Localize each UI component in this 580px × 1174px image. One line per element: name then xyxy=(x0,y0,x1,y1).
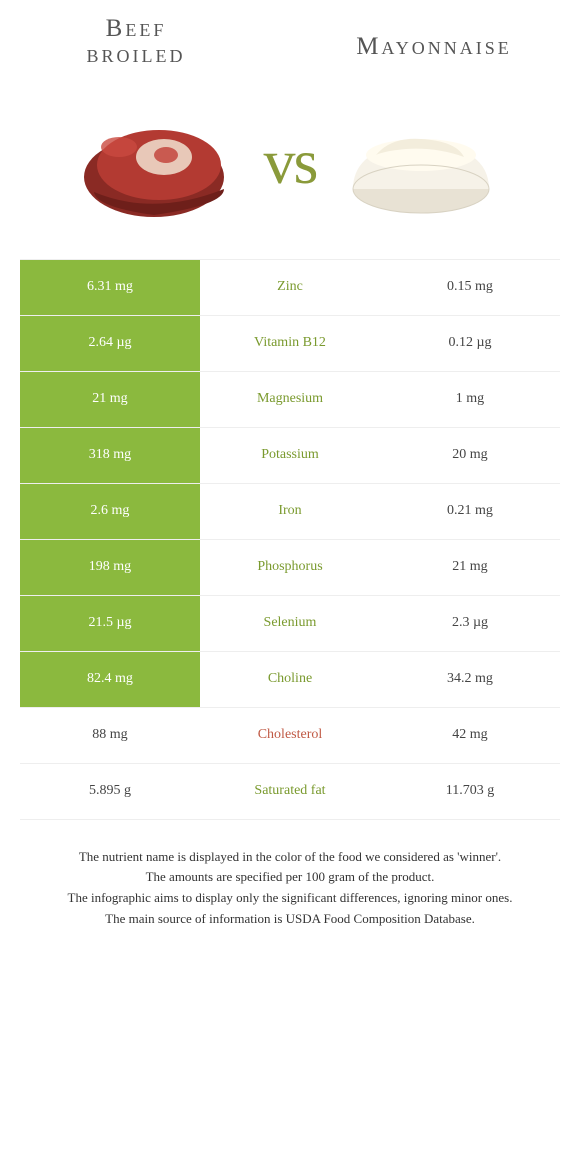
table-row: 198 mgPhosphorus21 mg xyxy=(20,540,560,596)
value-left: 5.895 g xyxy=(20,764,200,819)
value-left: 6.31 mg xyxy=(20,260,200,315)
table-row: 21 mgMagnesium1 mg xyxy=(20,372,560,428)
value-left: 21 mg xyxy=(20,372,200,427)
value-left: 2.6 mg xyxy=(20,484,200,539)
value-left: 82.4 mg xyxy=(20,652,200,707)
title-left-line1: Beef xyxy=(36,16,236,42)
value-right: 11.703 g xyxy=(380,764,560,819)
footnote-line: The amounts are specified per 100 gram o… xyxy=(28,868,552,887)
nutrient-label: Zinc xyxy=(200,260,380,315)
title-right: Mayonnaise xyxy=(324,34,544,60)
nutrient-label: Selenium xyxy=(200,596,380,651)
value-right: 34.2 mg xyxy=(380,652,560,707)
value-left: 21.5 µg xyxy=(20,596,200,651)
beef-image xyxy=(74,97,244,227)
table-row: 21.5 µgSelenium2.3 µg xyxy=(20,596,560,652)
table-row: 88 mgCholesterol42 mg xyxy=(20,708,560,764)
value-left: 88 mg xyxy=(20,708,200,763)
footnote-line: The main source of information is USDA F… xyxy=(28,910,552,929)
vs-label: vs xyxy=(256,125,325,199)
table-row: 2.6 mgIron0.21 mg xyxy=(20,484,560,540)
header: Beef broiled Mayonnaise xyxy=(0,0,580,77)
nutrient-label: Phosphorus xyxy=(200,540,380,595)
table-row: 6.31 mgZinc0.15 mg xyxy=(20,260,560,316)
value-right: 0.12 µg xyxy=(380,316,560,371)
table-row: 82.4 mgCholine34.2 mg xyxy=(20,652,560,708)
value-left: 318 mg xyxy=(20,428,200,483)
nutrient-label: Cholesterol xyxy=(200,708,380,763)
footnote-line: The nutrient name is displayed in the co… xyxy=(28,848,552,867)
nutrient-label: Magnesium xyxy=(200,372,380,427)
table-row: 2.64 µgVitamin B120.12 µg xyxy=(20,316,560,372)
value-right: 0.15 mg xyxy=(380,260,560,315)
mayo-image xyxy=(336,97,506,227)
nutrient-label: Saturated fat xyxy=(200,764,380,819)
title-left-line2: broiled xyxy=(36,42,236,68)
value-left: 2.64 µg xyxy=(20,316,200,371)
infographic-root: Beef broiled Mayonnaise vs xyxy=(0,0,580,929)
nutrient-label: Vitamin B12 xyxy=(200,316,380,371)
table-row: 5.895 gSaturated fat11.703 g xyxy=(20,764,560,820)
title-left: Beef broiled xyxy=(36,16,236,69)
nutrient-label: Iron xyxy=(200,484,380,539)
value-right: 21 mg xyxy=(380,540,560,595)
value-right: 0.21 mg xyxy=(380,484,560,539)
table-row: 318 mgPotassium20 mg xyxy=(20,428,560,484)
value-right: 1 mg xyxy=(380,372,560,427)
footnote-line: The infographic aims to display only the… xyxy=(28,889,552,908)
value-left: 198 mg xyxy=(20,540,200,595)
images-row: vs xyxy=(0,77,580,259)
nutrient-label: Potassium xyxy=(200,428,380,483)
value-right: 42 mg xyxy=(380,708,560,763)
footnotes: The nutrient name is displayed in the co… xyxy=(0,820,580,929)
nutrient-label: Choline xyxy=(200,652,380,707)
value-right: 2.3 µg xyxy=(380,596,560,651)
comparison-table: 6.31 mgZinc0.15 mg2.64 µgVitamin B120.12… xyxy=(20,259,560,820)
value-right: 20 mg xyxy=(380,428,560,483)
